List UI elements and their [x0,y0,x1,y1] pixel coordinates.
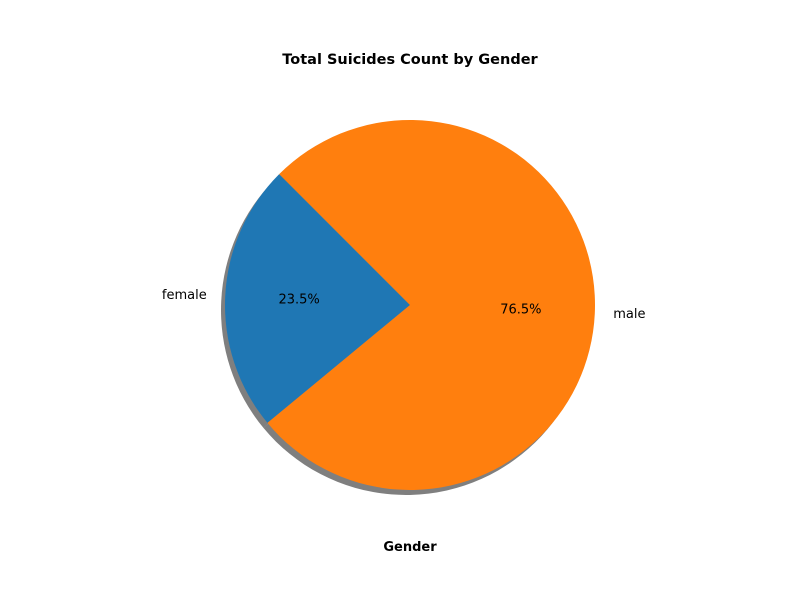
chart-title: Total Suicides Count by Gender [282,52,538,68]
slice-female [225,174,410,423]
slice-label-male: male [613,307,645,322]
slice-male [267,120,596,491]
pie-slices [225,120,596,491]
slice-percent-female: 23.5% [278,292,319,307]
x-axis-label: Gender [383,540,437,555]
slice-label-female: female [162,288,207,303]
slice-percent-male: 76.5% [500,303,541,318]
pie-labels: female 23.5% male 76.5% [162,288,646,322]
